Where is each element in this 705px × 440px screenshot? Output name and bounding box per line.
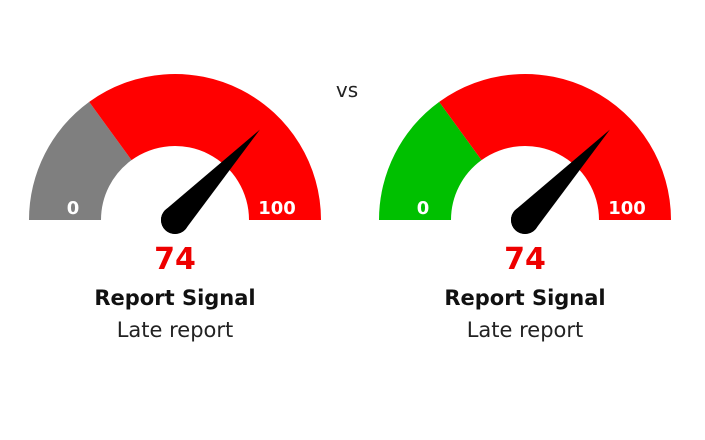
gauge-right-min-label: 0 bbox=[417, 198, 430, 219]
gauge-right-caption: 74 Report Signal Late report bbox=[405, 240, 645, 345]
gauge-right-subtitle: Late report bbox=[466, 318, 584, 342]
gauge-left-value: 74 bbox=[154, 242, 196, 277]
gauge-right-needle bbox=[511, 129, 610, 234]
gauge-right-max-label: 100 bbox=[608, 198, 646, 219]
vs-label: vs bbox=[335, 78, 359, 102]
gauge-right-band-0 bbox=[379, 101, 482, 220]
gauge-left-needle bbox=[161, 129, 260, 234]
gauge-left-max-label: 100 bbox=[258, 198, 296, 219]
gauge-right-value: 74 bbox=[504, 242, 546, 277]
gauge-left-needle-pointer bbox=[161, 129, 260, 234]
gauge-right-bands bbox=[379, 74, 671, 220]
gauge-right-title: Report Signal bbox=[444, 286, 606, 310]
gauge-left-min-label: 0 bbox=[67, 198, 80, 219]
gauge-left-band-0 bbox=[29, 101, 132, 220]
gauge-right-needle-hub bbox=[511, 206, 539, 234]
gauge-left-needle-hub bbox=[161, 206, 189, 234]
gauge-left-title: Report Signal bbox=[94, 286, 256, 310]
gauge-left-bands bbox=[29, 74, 321, 220]
gauge-left-caption: 74 Report Signal Late report bbox=[55, 240, 295, 345]
gauge-left-band-1 bbox=[89, 74, 321, 220]
gauge-left: 0 100 bbox=[29, 74, 321, 234]
gauge-right-band-1 bbox=[439, 74, 671, 220]
gauge-right-needle-pointer bbox=[511, 129, 610, 234]
gauge-right: 0 100 bbox=[379, 74, 671, 234]
gauge-left-subtitle: Late report bbox=[116, 318, 234, 342]
